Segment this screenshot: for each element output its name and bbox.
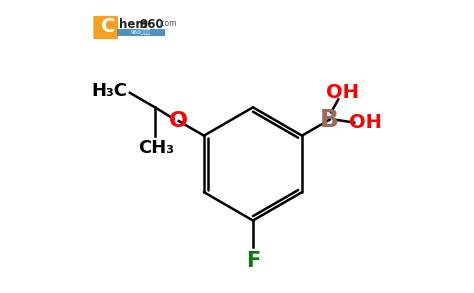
Text: 960化工网: 960化工网 — [131, 30, 151, 35]
Text: OH: OH — [349, 113, 383, 132]
Text: F: F — [246, 251, 260, 271]
Text: H₃C: H₃C — [91, 82, 127, 100]
FancyBboxPatch shape — [118, 29, 165, 36]
Text: CH₃: CH₃ — [138, 139, 174, 157]
Text: OH: OH — [326, 83, 359, 102]
Text: C: C — [100, 17, 115, 36]
Text: .com: .com — [158, 19, 176, 28]
Text: 960: 960 — [140, 18, 164, 31]
Text: hem: hem — [118, 18, 147, 31]
Text: B: B — [320, 108, 339, 132]
Text: O: O — [169, 111, 188, 131]
FancyBboxPatch shape — [93, 16, 118, 39]
